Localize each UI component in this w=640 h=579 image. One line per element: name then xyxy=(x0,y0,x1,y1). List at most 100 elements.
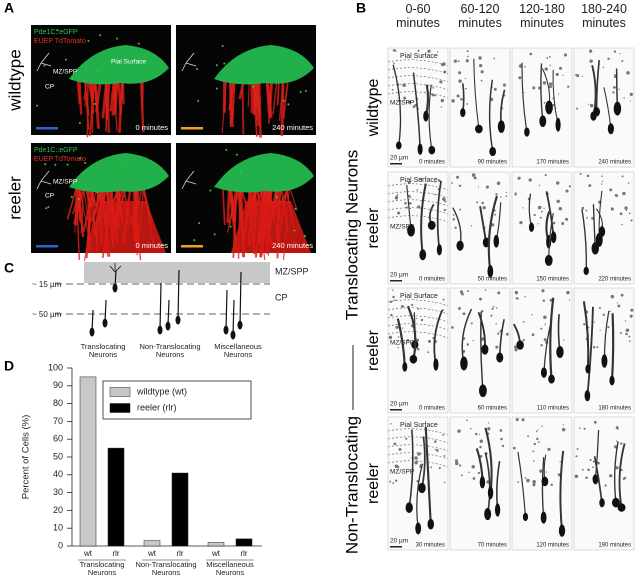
speck xyxy=(497,291,501,295)
speck xyxy=(394,299,396,302)
speck xyxy=(461,474,463,477)
legend-label: reeler (rlr) xyxy=(137,402,177,412)
time-stamp: 190 minutes xyxy=(598,543,631,549)
speck xyxy=(604,484,607,487)
time-stamp: 170 minutes xyxy=(536,160,569,166)
speck xyxy=(615,194,618,198)
speck xyxy=(454,459,459,463)
speck xyxy=(466,343,469,346)
green-dot xyxy=(287,103,290,106)
speck xyxy=(458,307,461,310)
speck xyxy=(412,105,416,108)
speck xyxy=(404,201,407,205)
speck xyxy=(593,420,597,424)
speck xyxy=(452,213,455,216)
neuron-type: Translocating Neurons xyxy=(80,342,126,360)
speck xyxy=(494,213,497,216)
speck xyxy=(589,103,594,108)
green-dot xyxy=(99,34,102,37)
neuron-process xyxy=(613,441,619,503)
speck xyxy=(470,225,473,227)
speck xyxy=(473,176,477,180)
green-dot xyxy=(197,99,200,102)
speck xyxy=(543,101,546,104)
speck xyxy=(451,326,454,329)
neuron-soma xyxy=(591,242,599,255)
speck xyxy=(617,304,621,308)
speck xyxy=(527,435,530,438)
speck xyxy=(541,289,545,293)
speck xyxy=(479,63,483,68)
neuron-process xyxy=(521,62,528,133)
micrograph xyxy=(387,287,449,414)
green-dot xyxy=(282,99,285,102)
speck xyxy=(466,419,468,422)
speck xyxy=(624,206,628,210)
speck xyxy=(495,193,498,196)
neuron-soma xyxy=(481,344,489,355)
speck xyxy=(515,418,519,422)
green-dot xyxy=(235,153,238,156)
speck xyxy=(583,427,586,430)
speck xyxy=(395,197,398,200)
speck xyxy=(544,323,547,326)
speck xyxy=(406,339,410,342)
speck xyxy=(389,480,392,483)
speck xyxy=(544,174,547,177)
scale-bar xyxy=(181,245,203,248)
speck xyxy=(437,179,441,182)
green-dot xyxy=(293,229,296,232)
speck xyxy=(610,294,615,299)
neuron-soma xyxy=(613,101,622,116)
pial-contour xyxy=(387,67,449,75)
speck xyxy=(592,346,596,349)
column-header: 60-120 minutes xyxy=(458,2,502,30)
cell-soma xyxy=(102,318,108,328)
neuron-process xyxy=(416,463,424,529)
speck xyxy=(409,202,412,205)
speck xyxy=(476,201,479,204)
speck xyxy=(432,86,434,89)
green-dot xyxy=(77,198,80,201)
speck xyxy=(539,216,542,219)
speck xyxy=(541,425,543,427)
speck xyxy=(409,196,412,199)
green-dot xyxy=(198,222,201,225)
annotation: Pial Surface xyxy=(400,177,438,184)
speck xyxy=(453,59,458,63)
pial-contour xyxy=(387,444,449,452)
column-header: 120-180 minutes xyxy=(519,2,565,30)
neuron-soma xyxy=(433,358,439,371)
speck xyxy=(552,221,556,225)
speck xyxy=(533,213,536,217)
speck xyxy=(517,481,520,483)
speck xyxy=(599,329,601,331)
speck xyxy=(561,222,565,225)
neuron-process xyxy=(487,195,498,272)
speck xyxy=(470,322,473,325)
neuron-process xyxy=(549,297,555,380)
speck xyxy=(440,106,443,108)
speck xyxy=(628,335,631,338)
speck xyxy=(544,67,548,71)
speck xyxy=(548,82,553,86)
speck xyxy=(623,97,625,99)
legend-label: wildtype (wt) xyxy=(136,386,187,396)
speck xyxy=(601,175,603,178)
neuron-process xyxy=(618,443,626,508)
speck xyxy=(543,338,547,342)
speck xyxy=(456,175,460,179)
x-tick-label: Translocating Neurons xyxy=(79,560,125,578)
neuron-soma xyxy=(592,474,599,485)
speck xyxy=(535,430,538,433)
time-stamp: 50 minutes xyxy=(478,277,507,283)
speck xyxy=(521,418,525,422)
speck xyxy=(623,476,627,480)
speck xyxy=(505,191,508,194)
legend-green: Pde1C::eGFP xyxy=(34,29,78,36)
speck xyxy=(591,217,594,220)
speck xyxy=(434,448,436,451)
green-dot xyxy=(221,44,224,47)
speck xyxy=(401,327,404,329)
